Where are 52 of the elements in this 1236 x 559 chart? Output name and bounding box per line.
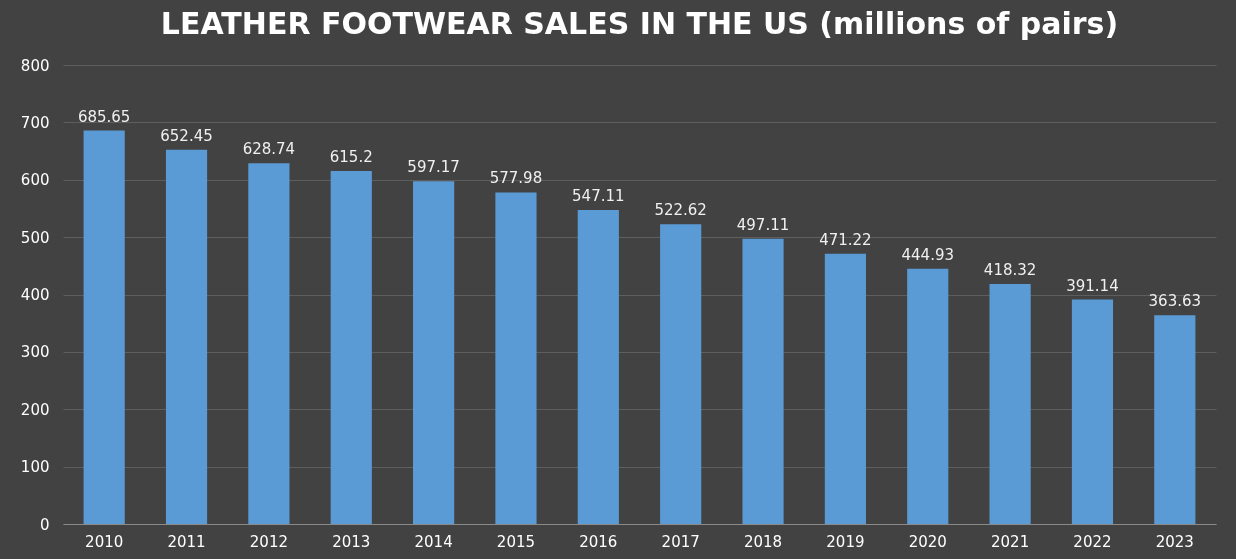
data-label: 547.11 (572, 187, 625, 206)
y-tick-label: 100 (20, 458, 50, 477)
data-label: 577.98 (489, 169, 543, 188)
chart-title: LEATHER FOOTWEAR SALES IN THE US (millions of pairs) (160, 6, 1119, 41)
y-tick-label: 300 (20, 343, 50, 362)
bar (989, 283, 1031, 524)
y-tick-label: 800 (20, 56, 50, 75)
y-tick-label: 0 (39, 515, 50, 534)
data-label: 685.65 (77, 107, 131, 126)
data-label: 391.14 (1066, 276, 1119, 295)
bar (824, 253, 866, 524)
bar (577, 210, 619, 524)
bar (495, 192, 537, 524)
data-label: 597.17 (407, 158, 460, 177)
data-label: 444.93 (901, 245, 954, 264)
data-label: 471.22 (819, 230, 872, 249)
x-tick-label: 2023 (1155, 532, 1194, 551)
x-tick-label: 2012 (249, 532, 288, 551)
data-label: 652.45 (160, 126, 213, 145)
bar (83, 130, 125, 524)
x-tick-label: 2015 (496, 532, 536, 551)
x-tick-label: 2021 (991, 532, 1030, 551)
bar (248, 163, 290, 524)
x-tick-label: 2016 (579, 532, 618, 551)
bar (1154, 315, 1196, 524)
x-tick-label: 2020 (908, 532, 947, 551)
x-tick-label: 2010 (85, 532, 124, 551)
x-tick-label: 2017 (661, 532, 700, 551)
bar (165, 149, 208, 524)
bar (413, 181, 455, 524)
x-tick-label: 2013 (332, 532, 371, 551)
x-tick-label: 2014 (414, 532, 453, 551)
data-label: 522.62 (654, 201, 707, 220)
y-tick-label: 200 (20, 400, 50, 419)
x-tick-label: 2011 (167, 532, 206, 551)
data-label: 628.74 (242, 140, 296, 159)
data-label: 363.63 (1148, 292, 1202, 311)
data-label: 615.2 (329, 148, 373, 167)
x-tick-label: 2019 (826, 532, 865, 551)
bar (330, 171, 372, 524)
x-tick-label: 2018 (743, 532, 783, 551)
y-tick-label: 600 (20, 171, 50, 190)
data-label: 418.32 (983, 260, 1037, 279)
y-tick-label: 500 (20, 228, 50, 247)
y-tick-label: 700 (20, 113, 50, 132)
bar (742, 238, 784, 524)
data-label: 497.11 (736, 215, 790, 234)
y-tick-label: 400 (20, 286, 50, 304)
x-tick-label: 2022 (1073, 532, 1112, 551)
bar (660, 224, 702, 524)
bar (1071, 299, 1114, 524)
bar (907, 268, 949, 524)
